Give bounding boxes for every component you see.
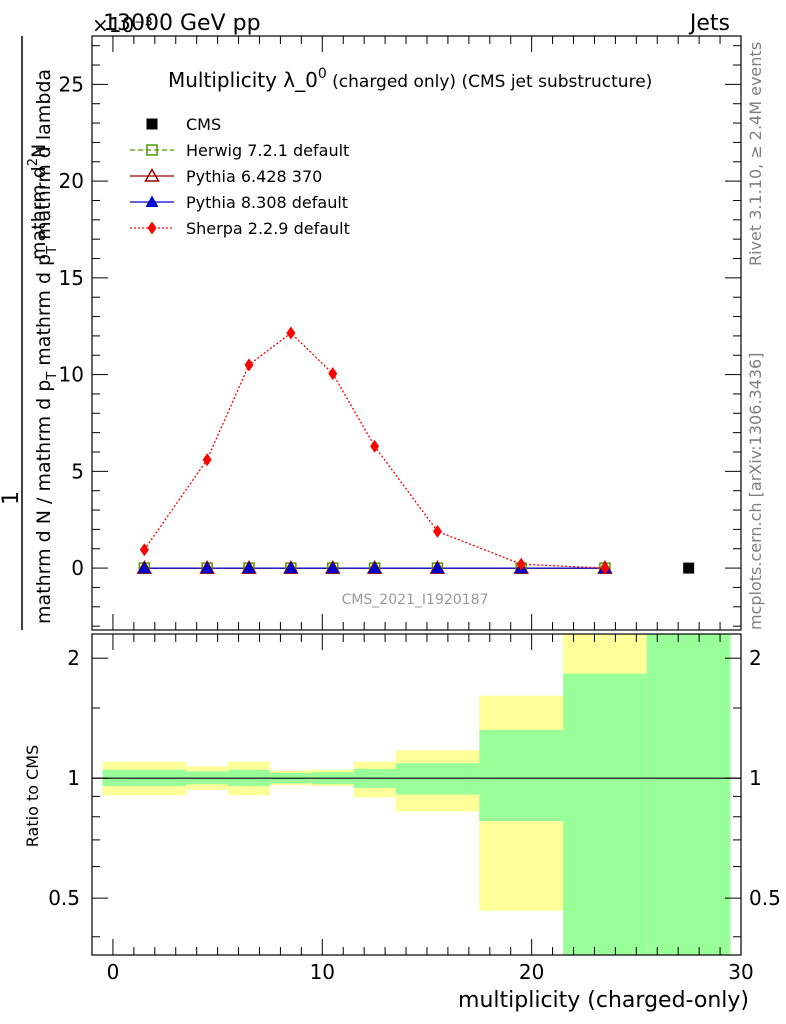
legend-marker-pythia-8-308-default — [145, 195, 159, 207]
ylabel-num-sup: 2 — [26, 158, 41, 166]
ylabel-num-a: mathrm d — [28, 166, 50, 260]
ratio-plot-frame — [91, 633, 742, 956]
point-sherpa-2-2-9-default — [432, 524, 442, 538]
legend: CMS Herwig 7.2.1 default Pythia 6.428 370 P… — [130, 115, 350, 238]
point-sherpa-2-2-9-default — [328, 367, 338, 381]
legend-label-pythia-8-308-default: Pythia 8.308 default — [186, 193, 348, 212]
ratio-inner-band — [395, 763, 480, 795]
point-sherpa-2-2-9-default — [139, 543, 149, 557]
ylabel-den-sub2: T — [45, 246, 60, 255]
x-tick-label: 10 — [310, 960, 335, 984]
point-sherpa-2-2-9-default — [286, 326, 296, 340]
point-pythia-8-308-default — [200, 561, 214, 574]
ratio-inner-band — [646, 634, 731, 955]
point-cms — [683, 562, 695, 574]
ylabel-denominator: mathrm d2N — [26, 144, 50, 260]
main-plot-frame — [91, 35, 742, 631]
ratio-plot-bands — [102, 634, 731, 955]
point-pythia-8-308-default — [242, 561, 256, 574]
process-label: Jets — [688, 11, 730, 36]
ratio-y-tick-label: 0.5 — [48, 886, 80, 910]
ratio-y-tick-label-right: 1 — [749, 766, 762, 790]
x-tick-label: 30 — [728, 960, 753, 984]
ylabel-den-c: mathrm d lambda — [33, 69, 55, 246]
point-sherpa-2-2-9-default — [202, 453, 212, 467]
legend-label-sherpa-2-2-9-default: Sherpa 2.2.9 default — [186, 219, 350, 238]
legend-marker-cms — [146, 118, 158, 130]
main-title-text: Multiplicity λ_0 — [168, 68, 318, 92]
y-tick-label: 0 — [71, 556, 84, 580]
ratio-y-tick-label-right: 2 — [749, 646, 762, 670]
x-tick-label: 20 — [519, 960, 544, 984]
main-title-sup: 0 — [318, 66, 327, 82]
energy-label: 13000 GeV pp — [103, 11, 261, 36]
ylabel-den-b: mathrm d p — [33, 254, 55, 372]
x-tick-label: 0 — [107, 960, 120, 984]
main-title: Multiplicity λ_00 (charged only) (CMS je… — [168, 66, 652, 92]
ylabel-numerator: mathrm d N / mathrm d pT mathrm d pT mat… — [33, 69, 60, 624]
rivet-label: Rivet 3.1.10, ≥ 2.4M events — [746, 42, 765, 266]
legend-label-cms: CMS — [186, 115, 221, 134]
main-plot-axes: 0 5 10 15 20 25 — [59, 35, 742, 631]
point-pythia-8-308-default — [137, 561, 151, 574]
ylabel-num-b: N — [28, 144, 50, 158]
legend-marker-herwig-7-2-1-default — [146, 144, 158, 156]
legend-marker-pythia-6-428-370 — [144, 167, 160, 182]
ratio-y-axis-label: Ratio to CMS — [23, 745, 42, 847]
ylabel-den-sub1: T — [45, 372, 60, 381]
point-sherpa-2-2-9-default — [244, 358, 254, 372]
ylabel-top: 1 — [0, 491, 24, 505]
y-tick-label: 20 — [59, 169, 84, 193]
point-sherpa-2-2-9-default — [516, 557, 526, 571]
main-title-sub: (charged only) (CMS jet substructure) — [327, 72, 653, 92]
y-tick-label: 5 — [71, 459, 84, 483]
point-sherpa-2-2-9-default — [370, 439, 380, 453]
y-tick-label: 10 — [59, 363, 84, 387]
main-y-axis-label: 1 mathrm d N / mathrm d pT mathrm d pT m… — [0, 36, 60, 630]
ratio-plot-axes: 0.5 0.51 12 20 10 20 30 — [48, 633, 781, 984]
ratio-y-tick-label: 2 — [67, 646, 80, 670]
point-pythia-8-308-default — [368, 561, 382, 574]
mcplots-label: mcplots.cern.ch [arXiv:1306.3436] — [746, 353, 765, 630]
legend-label-pythia-6-428-370: Pythia 6.428 370 — [186, 167, 322, 186]
y-tick-label: 15 — [59, 266, 84, 290]
ratio-y-tick-label: 1 — [67, 766, 80, 790]
ratio-inner-band — [563, 673, 647, 955]
point-pythia-8-308-default — [430, 561, 444, 574]
main-plot-markers — [136, 326, 695, 575]
ratio-y-tick-label-right: 0.5 — [749, 886, 781, 910]
analysis-watermark: CMS_2021_I1920187 — [342, 592, 489, 608]
y-tick-label: 25 — [59, 72, 84, 96]
x-axis-label: multiplicity (charged-only) — [458, 988, 749, 1013]
ylabel-den-a: mathrm d N / mathrm d p — [33, 380, 55, 624]
legend-label-herwig-7-2-1-default: Herwig 7.2.1 default — [186, 141, 349, 160]
exponent-label: ×10⁻³ — [92, 13, 153, 37]
legend-marker-sherpa-2-2-9-default — [147, 221, 157, 235]
point-sherpa-2-2-9-default — [600, 561, 610, 575]
point-pythia-8-308-default — [284, 561, 298, 574]
ratio-inner-band — [479, 730, 564, 822]
point-pythia-8-308-default — [326, 561, 340, 574]
